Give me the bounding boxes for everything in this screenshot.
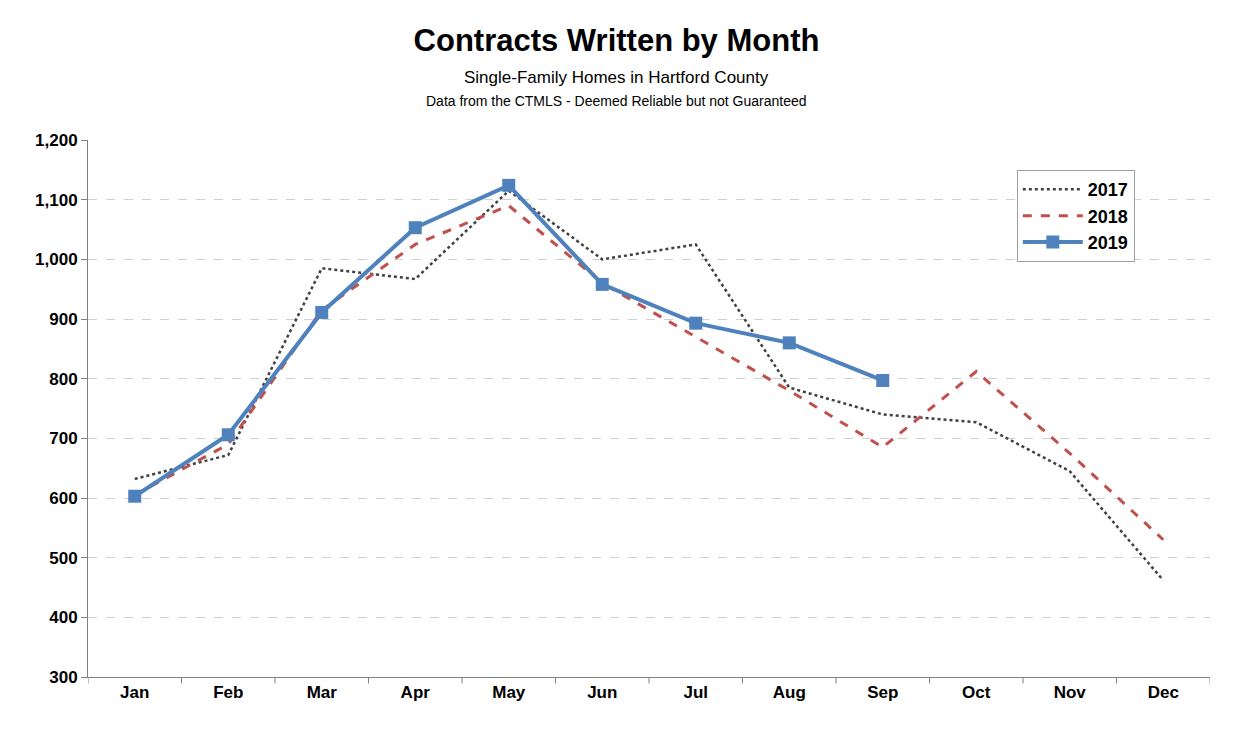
svg-text:1,000: 1,000 — [35, 250, 78, 269]
svg-text:Feb: Feb — [213, 683, 243, 702]
svg-text:Aug: Aug — [773, 683, 806, 702]
svg-text:2018: 2018 — [1088, 207, 1128, 227]
svg-text:700: 700 — [49, 429, 77, 448]
svg-text:Single-Family Homes in Hartfor: Single-Family Homes in Hartford County — [464, 68, 769, 87]
svg-text:Nov: Nov — [1054, 683, 1087, 702]
svg-text:Sep: Sep — [867, 683, 898, 702]
svg-text:2017: 2017 — [1088, 180, 1128, 200]
svg-text:800: 800 — [49, 370, 77, 389]
svg-text:Mar: Mar — [307, 683, 338, 702]
svg-text:Dec: Dec — [1148, 683, 1179, 702]
svg-text:Jun: Jun — [587, 683, 617, 702]
svg-text:Jan: Jan — [120, 683, 149, 702]
svg-text:1,200: 1,200 — [35, 131, 78, 150]
svg-text:Apr: Apr — [401, 683, 431, 702]
svg-text:300: 300 — [49, 668, 77, 687]
svg-text:400: 400 — [49, 608, 77, 627]
svg-text:May: May — [492, 683, 526, 702]
svg-text:2019: 2019 — [1088, 233, 1128, 253]
svg-text:Jul: Jul — [683, 683, 708, 702]
svg-text:1,100: 1,100 — [35, 191, 78, 210]
svg-text:600: 600 — [49, 489, 77, 508]
svg-text:Oct: Oct — [962, 683, 991, 702]
svg-text:500: 500 — [49, 549, 77, 568]
svg-text:Data from the CTMLS - Deemed R: Data from the CTMLS - Deemed Reliable bu… — [426, 93, 807, 109]
svg-text:900: 900 — [49, 310, 77, 329]
svg-text:Contracts Written by Month: Contracts Written by Month — [414, 23, 820, 58]
